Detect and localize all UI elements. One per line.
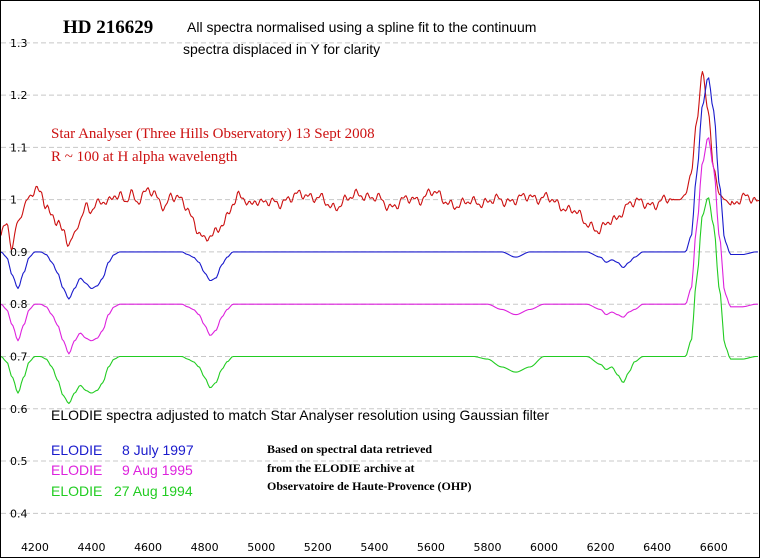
legend-entry-2-name: ELODIE — [51, 462, 103, 478]
legend-entry-1-name: ELODIE — [51, 442, 103, 458]
chart-subtitle-line-1: All spectra normalised using a spline fi… — [187, 19, 537, 35]
legend-entry-3-date: 27 Aug 1994 — [114, 483, 193, 499]
series-line-1 — [1, 71, 759, 250]
series-line-2 — [1, 77, 758, 300]
x-tick-label: 6400 — [643, 541, 671, 554]
legend-entry-3-name: ELODIE — [51, 483, 103, 499]
x-tick-label: 5800 — [473, 541, 501, 554]
source-note-line-3: Observatoire de Haute-Provence (OHP) — [267, 479, 472, 493]
y-tick-label: 1.3 — [10, 37, 28, 50]
y-tick-label: 1.2 — [10, 89, 28, 102]
x-tick-label: 4600 — [134, 541, 162, 554]
y-tick-label: 0.6 — [10, 403, 28, 416]
y-tick-label: 1 — [10, 194, 17, 207]
x-tick-label: 4800 — [191, 541, 219, 554]
series-line-3 — [1, 137, 758, 355]
chart-title: HD 216629 — [63, 17, 154, 38]
legend-entry-2-date: 9 Aug 1995 — [122, 462, 193, 478]
star-analyser-annotation-line-2: R ~ 100 at H alpha wavelength — [51, 149, 238, 165]
y-tick-label: 1.1 — [10, 141, 28, 154]
source-note-line-1: Based on spectral data retrieved — [267, 442, 433, 456]
series-line-4 — [1, 197, 758, 405]
y-tick-label: 0.8 — [10, 298, 28, 311]
x-tick-label: 5400 — [360, 541, 388, 554]
star-analyser-annotation-line-1: Star Analyser (Three Hills Observatory) … — [51, 126, 375, 142]
y-tick-label: 0.4 — [10, 507, 28, 520]
x-tick-label: 6200 — [587, 541, 615, 554]
x-tick-label: 5600 — [417, 541, 445, 554]
x-tick-label: 5200 — [304, 541, 332, 554]
x-tick-label: 5000 — [247, 541, 275, 554]
source-note-line-2: from the ELODIE archive at — [267, 461, 415, 475]
chart-subtitle-line-2: spectra displaced in Y for clarity — [183, 41, 381, 57]
x-tick-labels: 4200 4400 4600 4800 5000 5200 5400 5600 5800 6000… — [21, 541, 728, 554]
y-tick-labels: 0.4 0.5 0.6 0.7 0.8 0.9 1 1.1 1.2 1.3 — [10, 37, 28, 520]
x-tick-label: 6000 — [530, 541, 558, 554]
legend-entry-1-date: 8 July 1997 — [122, 442, 194, 458]
x-tick-label: 6600 — [700, 541, 728, 554]
y-tick-label: 0.5 — [10, 455, 28, 468]
series-lines — [1, 71, 759, 405]
y-tick-label: 0.7 — [10, 350, 28, 363]
elodie-filter-note: ELODIE spectra adjusted to match Star An… — [51, 407, 550, 423]
x-tick-label: 4200 — [21, 541, 49, 554]
x-tick-label: 4400 — [78, 541, 106, 554]
y-tick-label: 0.9 — [10, 246, 28, 259]
